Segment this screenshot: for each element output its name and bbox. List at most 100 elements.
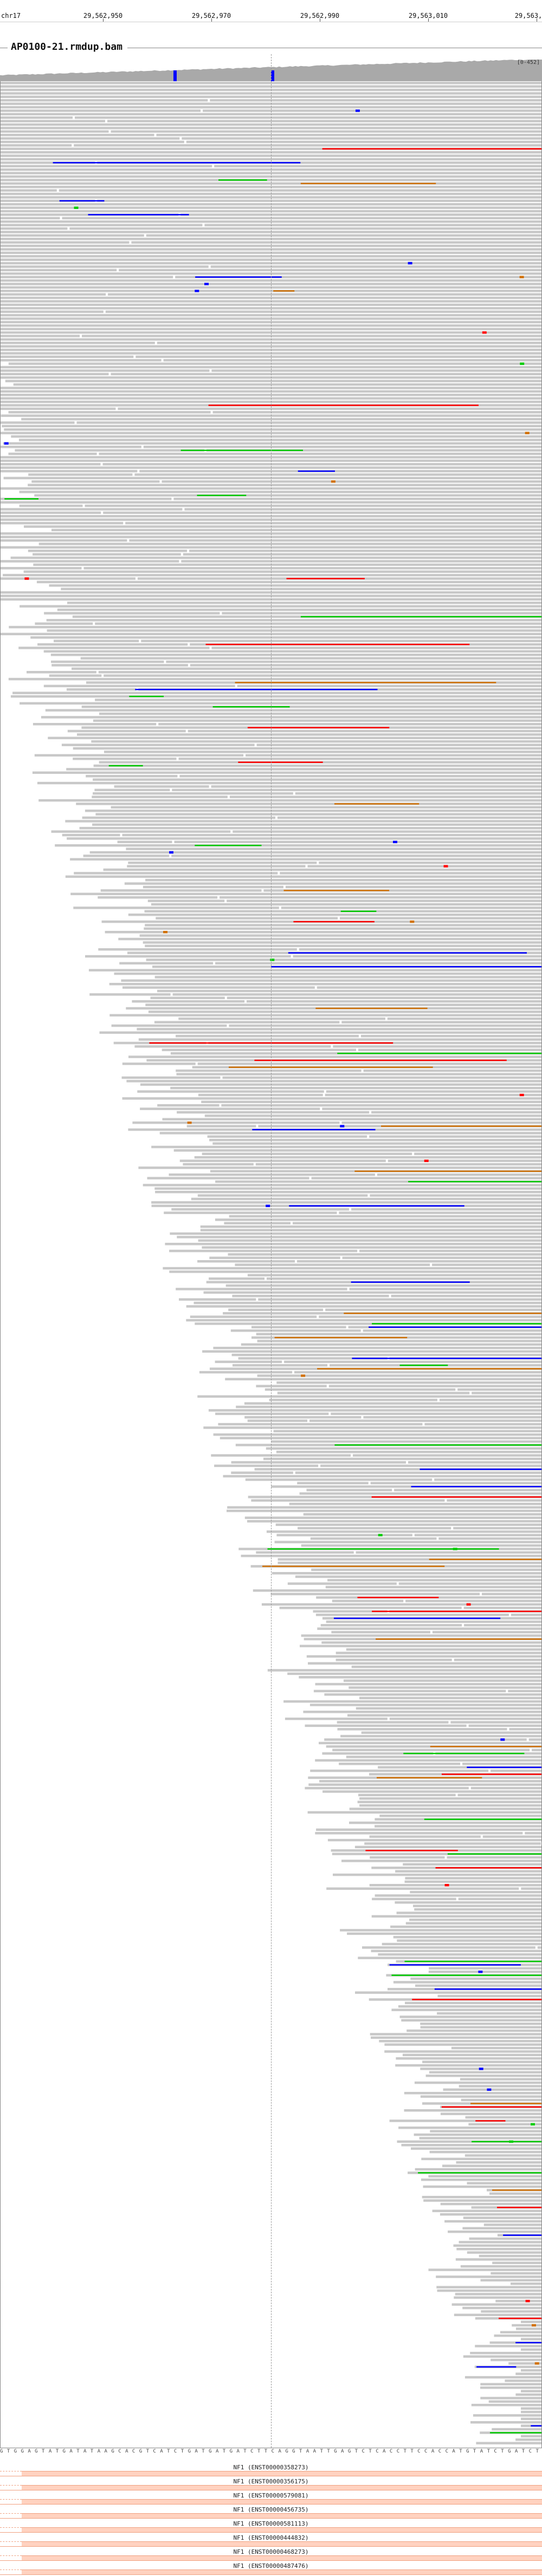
read[interactable] <box>389 2120 541 2122</box>
read[interactable] <box>151 903 541 906</box>
read[interactable] <box>333 1873 541 1876</box>
read[interactable] <box>320 1624 462 1627</box>
gene-feature[interactable]: NF1 (ENST00000456735) <box>0 2505 542 2519</box>
read[interactable] <box>401 2144 542 2147</box>
read[interactable] <box>321 1641 541 1644</box>
read[interactable] <box>293 955 541 958</box>
read[interactable] <box>8 411 211 414</box>
read[interactable] <box>66 688 137 691</box>
read[interactable] <box>204 224 541 226</box>
read[interactable] <box>398 1582 541 1585</box>
read[interactable] <box>457 1388 541 1391</box>
read[interactable] <box>127 865 306 868</box>
read[interactable] <box>460 2265 541 2268</box>
read[interactable] <box>229 795 541 798</box>
read[interactable] <box>175 276 541 278</box>
read[interactable] <box>325 1093 541 1097</box>
read[interactable] <box>453 2244 542 2247</box>
read[interactable] <box>70 892 541 896</box>
read[interactable] <box>298 1527 451 1530</box>
read[interactable] <box>340 917 541 919</box>
read[interactable] <box>521 2417 541 2421</box>
read[interactable] <box>451 2303 541 2306</box>
read[interactable] <box>1 498 172 500</box>
read[interactable] <box>461 2098 541 2102</box>
read[interactable] <box>4 428 541 431</box>
read[interactable] <box>436 2275 541 2278</box>
read[interactable] <box>319 1742 541 1745</box>
read[interactable] <box>93 792 293 795</box>
read[interactable] <box>31 480 160 483</box>
read[interactable] <box>18 647 210 649</box>
read[interactable] <box>301 1634 541 1637</box>
read[interactable] <box>495 2300 541 2303</box>
read[interactable] <box>454 2296 541 2299</box>
read[interactable] <box>244 1402 541 1405</box>
read[interactable] <box>276 1381 541 1384</box>
read[interactable] <box>44 612 220 615</box>
read[interactable] <box>186 1305 541 1308</box>
read[interactable] <box>45 709 541 712</box>
read[interactable] <box>126 1080 541 1082</box>
read[interactable] <box>261 1603 541 1606</box>
read[interactable] <box>1 296 541 299</box>
read[interactable] <box>322 1107 541 1110</box>
read[interactable] <box>88 969 541 971</box>
read[interactable] <box>61 744 255 746</box>
read[interactable] <box>1 397 541 400</box>
read[interactable] <box>34 754 244 757</box>
read[interactable] <box>186 1125 256 1127</box>
read[interactable] <box>369 1835 481 1838</box>
read[interactable] <box>1 154 541 157</box>
read[interactable] <box>421 2157 541 2161</box>
read[interactable] <box>488 2400 541 2403</box>
read[interactable] <box>208 1409 541 1412</box>
read[interactable] <box>305 1724 467 1727</box>
read[interactable] <box>306 1489 392 1491</box>
read[interactable] <box>272 1572 541 1575</box>
read[interactable] <box>327 1838 541 1842</box>
read[interactable] <box>432 1263 541 1266</box>
read[interactable] <box>308 1662 541 1665</box>
read[interactable] <box>1 331 541 334</box>
read[interactable] <box>154 976 541 979</box>
read[interactable] <box>371 1949 542 1953</box>
read[interactable] <box>395 2064 541 2067</box>
read[interactable] <box>470 2352 541 2355</box>
read[interactable] <box>459 2241 541 2244</box>
read[interactable] <box>521 2348 541 2351</box>
read[interactable] <box>134 473 541 476</box>
read[interactable] <box>2 425 541 428</box>
read[interactable] <box>121 979 541 982</box>
read[interactable] <box>315 1613 509 1616</box>
read[interactable] <box>444 2220 541 2223</box>
read[interactable] <box>247 1000 541 1003</box>
read[interactable] <box>422 2196 541 2199</box>
read[interactable] <box>203 1291 542 1294</box>
read[interactable] <box>394 1489 541 1491</box>
read[interactable] <box>171 1208 350 1211</box>
read[interactable] <box>515 2438 541 2441</box>
read[interactable] <box>38 799 541 802</box>
read[interactable] <box>1 414 542 417</box>
read[interactable] <box>440 2213 541 2216</box>
read[interactable] <box>308 1783 541 1786</box>
read[interactable] <box>406 2029 541 2032</box>
read[interactable] <box>151 1145 541 1149</box>
read[interactable] <box>209 1277 264 1280</box>
read[interactable] <box>178 758 542 760</box>
read[interactable] <box>371 1915 541 1918</box>
read[interactable] <box>309 1704 541 1706</box>
read[interactable] <box>229 1215 541 1218</box>
read[interactable] <box>109 1014 541 1017</box>
read[interactable] <box>1 300 541 303</box>
read[interactable] <box>247 1520 541 1523</box>
read[interactable] <box>75 116 541 119</box>
read[interactable] <box>270 1593 480 1595</box>
read[interactable] <box>1 459 541 462</box>
gene-feature[interactable]: NF1 (ENST00000579081) <box>0 2491 542 2505</box>
read[interactable] <box>295 1471 541 1474</box>
read[interactable] <box>143 446 541 448</box>
read[interactable] <box>397 2140 542 2143</box>
read[interactable] <box>15 449 204 452</box>
